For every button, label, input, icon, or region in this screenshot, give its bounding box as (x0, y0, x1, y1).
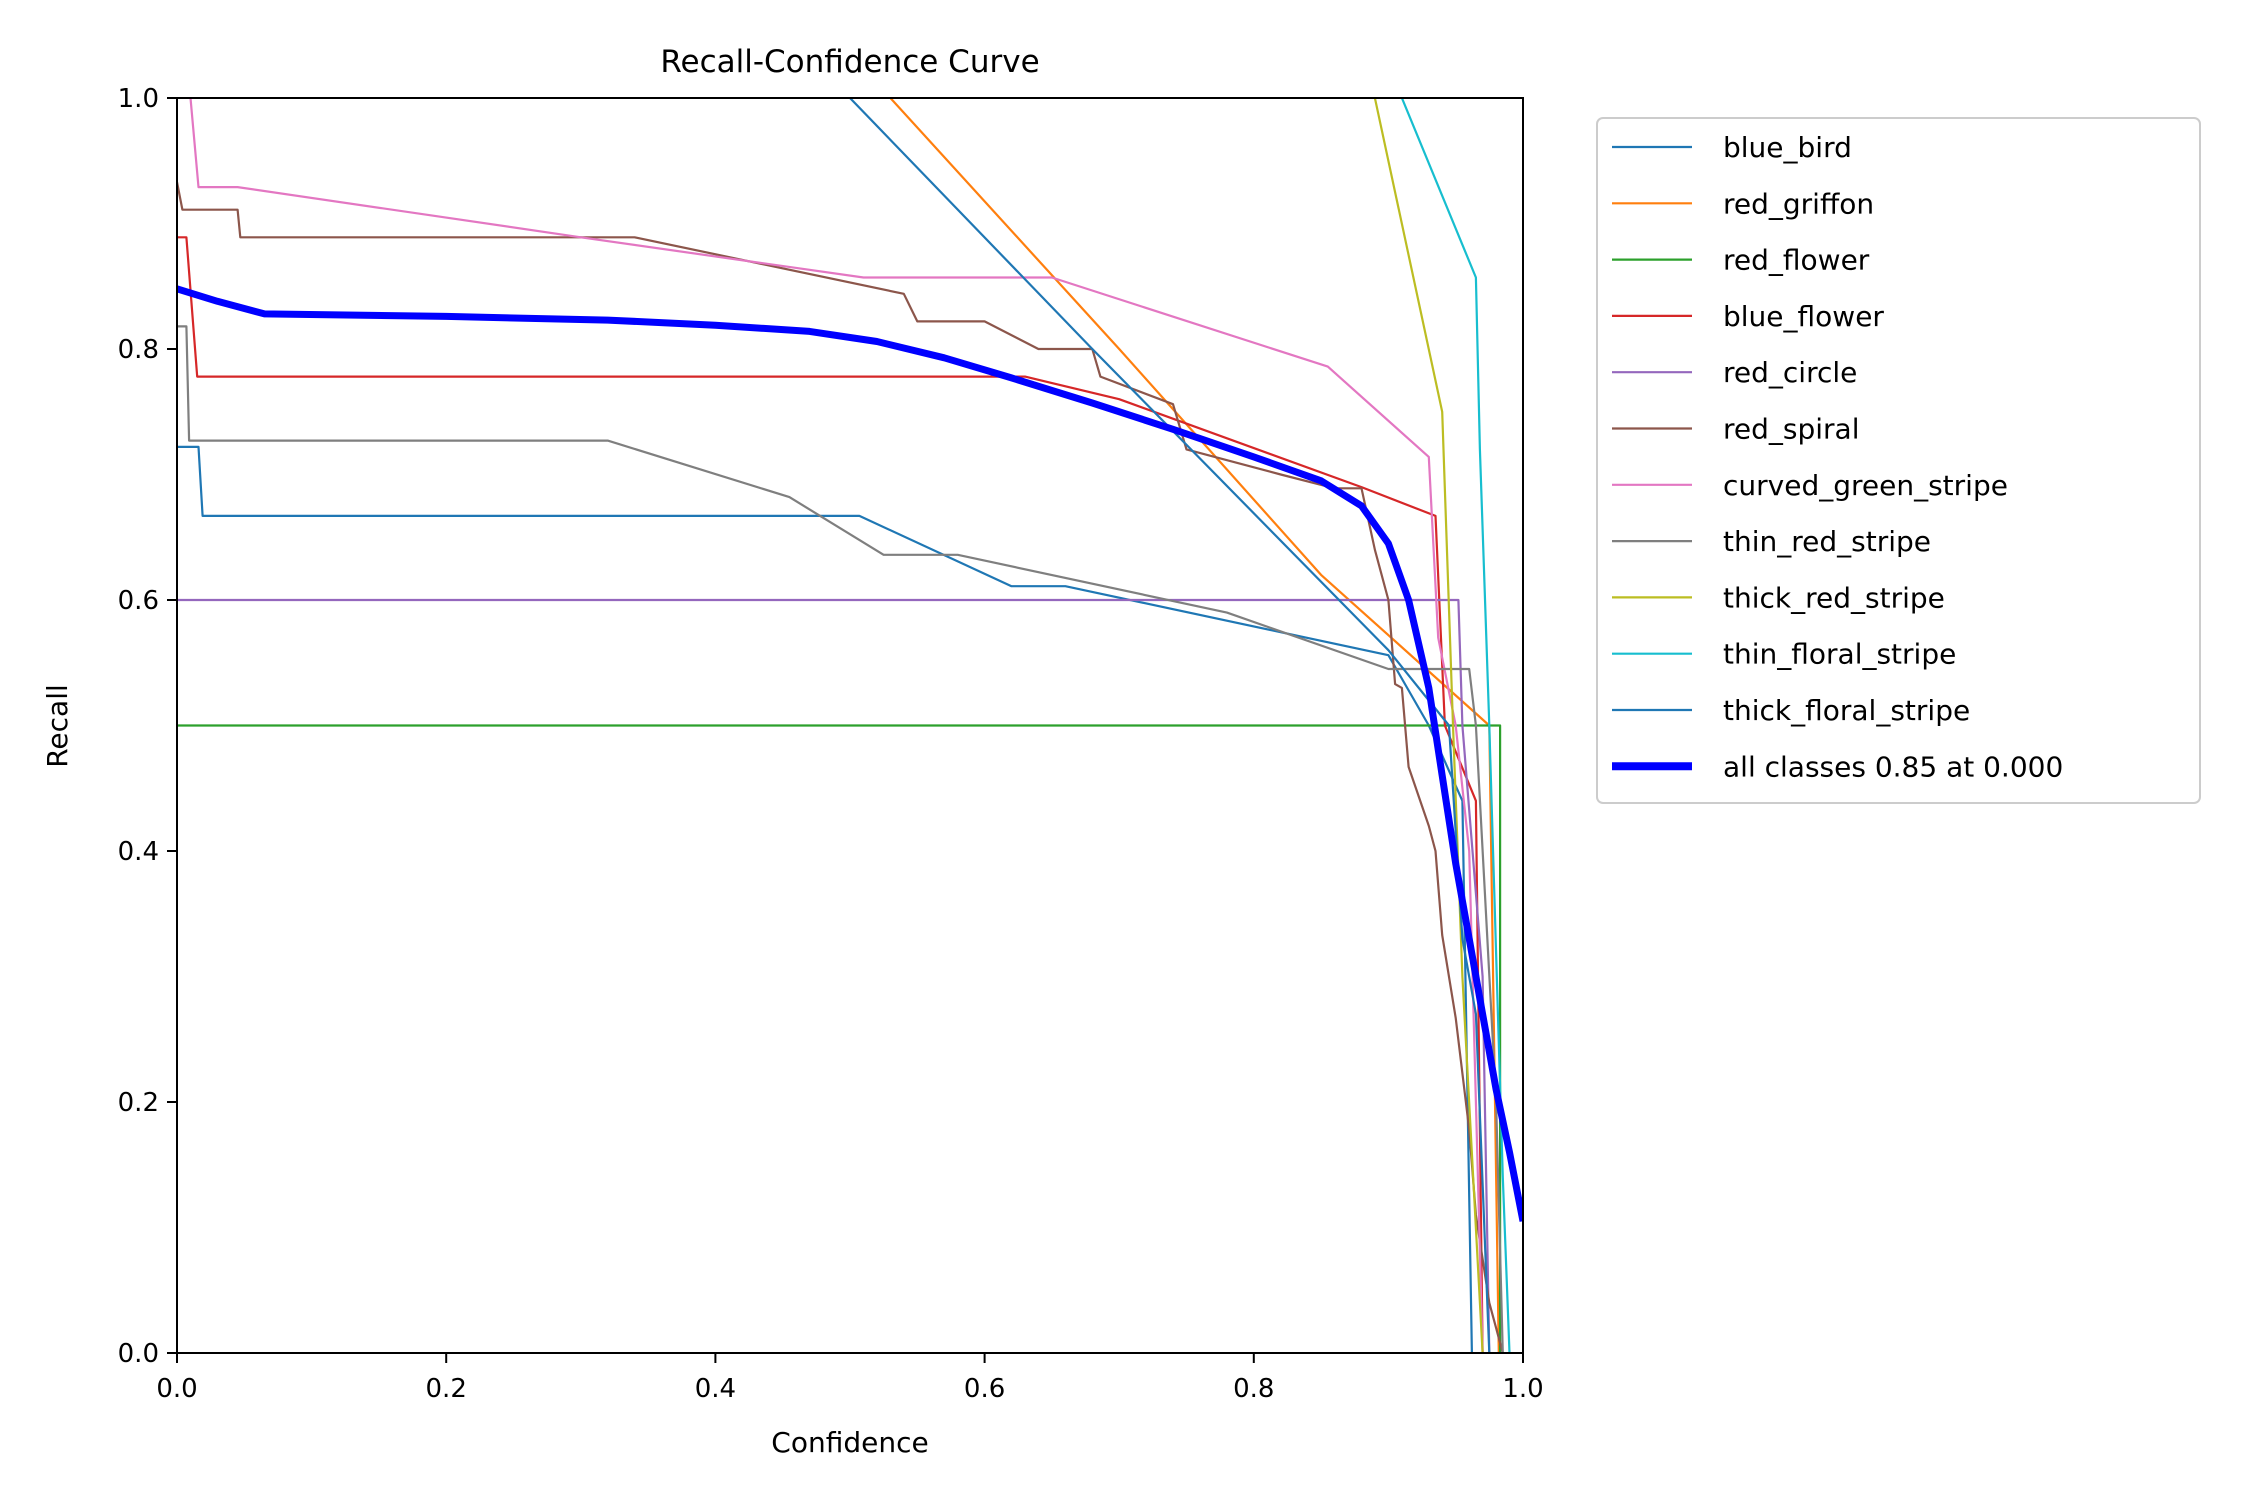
series-line-blue-bird (177, 445, 1473, 1353)
x-axis-label: Confidence (771, 1426, 928, 1459)
series-line-thick-red-stripe (1373, 98, 1484, 1353)
legend-label: thin_floral_stripe (1723, 638, 1956, 671)
legend-label: blue_flower (1723, 300, 1884, 333)
series-line-all-classes-0-85-at-0-000 (177, 285, 1523, 1222)
plot-frame (176, 97, 1524, 1354)
legend-label: curved_green_stripe (1723, 469, 2008, 502)
legend-label: thin_red_stripe (1723, 525, 1931, 558)
legend-label: red_griffon (1723, 187, 1874, 220)
legend-label: blue_bird (1723, 131, 1852, 164)
series-line-red-flower (177, 724, 1502, 1353)
x-tick-label: 0.2 (426, 1374, 467, 1404)
y-axis-ticks: 0.0 0.2 0.4 0.6 0.8 1.0 (118, 84, 177, 1369)
x-tick-label: 0.0 (156, 1374, 197, 1404)
x-tick-label: 0.8 (1233, 1374, 1274, 1404)
legend-label: all classes 0.85 at 0.000 (1723, 750, 2063, 783)
y-tick-label: 0.6 (118, 586, 159, 616)
x-tick-label: 1.0 (1502, 1374, 1543, 1404)
series-line-curved-green-stripe (189, 98, 1484, 1353)
x-axis-ticks: 0.0 0.2 0.4 0.6 0.8 1.0 (156, 1353, 1544, 1404)
chart-title: Recall-Confidence Curve (660, 44, 1039, 80)
legend: blue_bird red_griffon red_flower blue_flowe… (1596, 117, 2201, 804)
x-tick-label: 0.4 (695, 1374, 736, 1404)
legend-label: thick_red_stripe (1723, 581, 1945, 614)
series-line-blue-flower (177, 236, 1484, 1353)
series-line-red-griffon (889, 98, 1500, 1353)
series-line-red-circle (177, 598, 1491, 1353)
y-tick-label: 1.0 (118, 84, 159, 114)
x-tick-label: 0.6 (964, 1374, 1005, 1404)
series-layer (177, 98, 1523, 1353)
legend-label: red_flower (1723, 244, 1870, 277)
y-tick-label: 0.4 (118, 837, 159, 867)
series-line-red-spiral (177, 181, 1504, 1353)
legend-label: red_spiral (1723, 413, 1860, 446)
y-tick-label: 0.2 (118, 1088, 159, 1118)
legend-label: thick_floral_stripe (1723, 694, 1970, 727)
series-line-thin-red-stripe (177, 325, 1504, 1353)
y-tick-label: 0.8 (118, 335, 159, 365)
legend-label: red_circle (1723, 356, 1857, 389)
legend-frame (1596, 117, 2201, 804)
series-line-thin-floral-stripe (1400, 98, 1511, 1353)
y-axis-label: Recall (41, 684, 74, 768)
y-tick-label: 0.0 (118, 1339, 159, 1369)
series-line-thick-floral-stripe (849, 98, 1491, 1353)
